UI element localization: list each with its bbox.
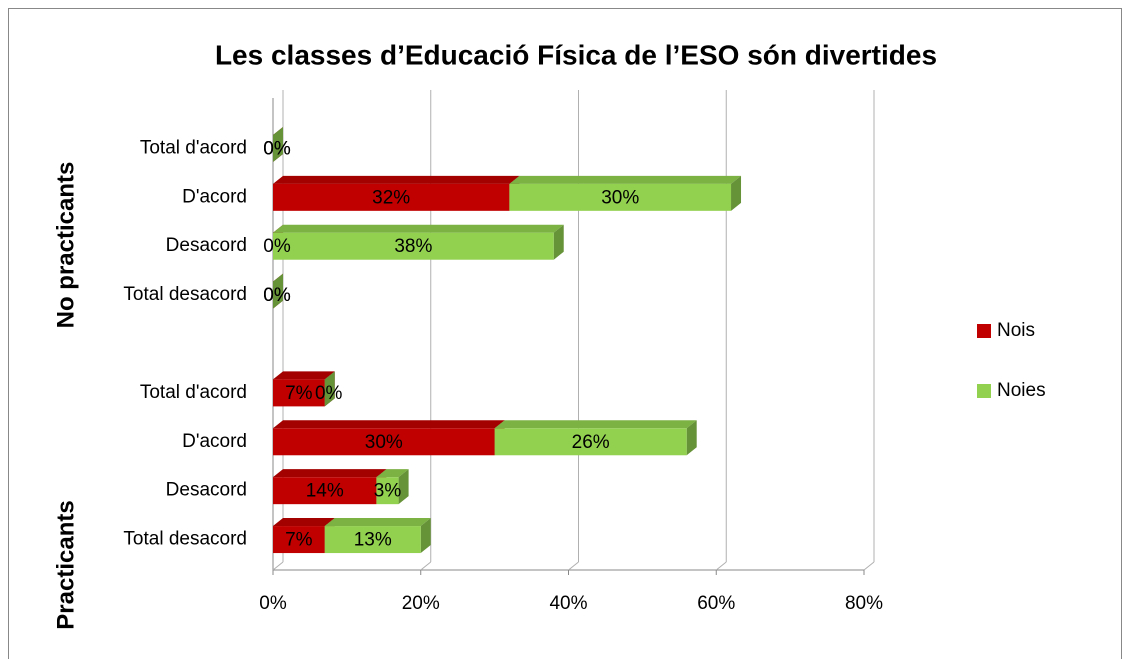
bar-top: [376, 469, 409, 478]
data-label: 0%: [315, 383, 343, 404]
bar: [324, 526, 421, 554]
data-label: 26%: [572, 432, 610, 453]
data-label: 30%: [601, 187, 639, 208]
bar-top: [509, 175, 742, 184]
y-tick-label: D'acord: [182, 186, 247, 207]
data-label: 14%: [306, 481, 344, 502]
bar-segment: [376, 469, 409, 505]
y-tick-label: Total desacord: [123, 529, 247, 550]
grid-floor-line: [568, 561, 579, 571]
bar-top: [494, 420, 697, 429]
bar-segment: [494, 420, 697, 456]
bar-segment: [273, 126, 283, 162]
bar: [273, 428, 495, 456]
data-label: 0%: [263, 138, 291, 159]
bar: [273, 379, 325, 407]
bar-side: [398, 469, 409, 505]
legend-swatch: [977, 324, 991, 338]
x-tick-label: 20%: [402, 593, 440, 614]
bar-segment: [273, 224, 564, 260]
bar-segment: [509, 175, 742, 211]
grid-floor-line: [715, 561, 727, 571]
bar-top: [273, 371, 335, 380]
y-tick-label: Desacord: [166, 480, 247, 501]
bar-top: [324, 518, 431, 527]
bar: [509, 183, 732, 211]
x-tick-label: 40%: [549, 593, 587, 614]
group-label: No practicants: [52, 162, 79, 329]
legend-swatch: [977, 384, 991, 398]
bar-top: [273, 175, 520, 184]
bar: [273, 477, 377, 505]
bar-side: [420, 518, 431, 554]
y-tick-label: Total desacord: [123, 284, 247, 305]
group-label: Practicants: [52, 500, 79, 629]
data-label: 38%: [394, 236, 432, 257]
data-label: 3%: [374, 481, 402, 502]
bar-side: [686, 420, 697, 456]
bar-top: [273, 518, 335, 527]
x-tick-label: 60%: [697, 593, 735, 614]
y-tick-label: D'acord: [182, 431, 247, 452]
bar-side: [324, 371, 335, 407]
x-tick-label: 80%: [845, 593, 883, 614]
bar-side: [273, 126, 283, 162]
bar: [273, 526, 325, 554]
legend-label: Noies: [997, 380, 1046, 401]
chart-frame: [8, 8, 1122, 659]
data-label: 0%: [263, 285, 291, 306]
bar-segment: [324, 371, 335, 407]
data-label: 7%: [285, 530, 313, 551]
data-label: 7%: [285, 383, 313, 404]
chart-title: Les classes d’Educació Física de l’ESO s…: [215, 39, 937, 70]
legend-label: Nois: [997, 320, 1035, 341]
bar: [494, 428, 687, 456]
y-tick-label: Total d'acord: [140, 137, 247, 158]
bar: [273, 183, 510, 211]
bar: [376, 477, 399, 505]
data-label: 30%: [365, 432, 403, 453]
bar-side: [553, 224, 564, 260]
y-tick-label: Total d'acord: [140, 382, 247, 403]
bar-side: [731, 175, 742, 211]
data-label: 0%: [263, 138, 291, 159]
bar: [273, 232, 554, 260]
data-label: 0%: [263, 236, 291, 257]
bar-top: [273, 224, 564, 233]
grid-floor-line: [272, 561, 284, 571]
bar-segment: [273, 420, 505, 456]
data-label: 32%: [372, 187, 410, 208]
data-label: 13%: [354, 530, 392, 551]
bar-top: [273, 420, 505, 429]
data-label: 0%: [263, 285, 291, 306]
y-tick-label: Desacord: [166, 235, 247, 256]
grid-floor-line: [420, 561, 432, 571]
x-tick-label: 0%: [259, 593, 287, 614]
bar-segment: [273, 273, 283, 309]
grid-floor-line: [863, 561, 875, 571]
bar-side: [273, 273, 283, 309]
bar-segment: [324, 518, 431, 554]
bar-top: [273, 469, 387, 478]
